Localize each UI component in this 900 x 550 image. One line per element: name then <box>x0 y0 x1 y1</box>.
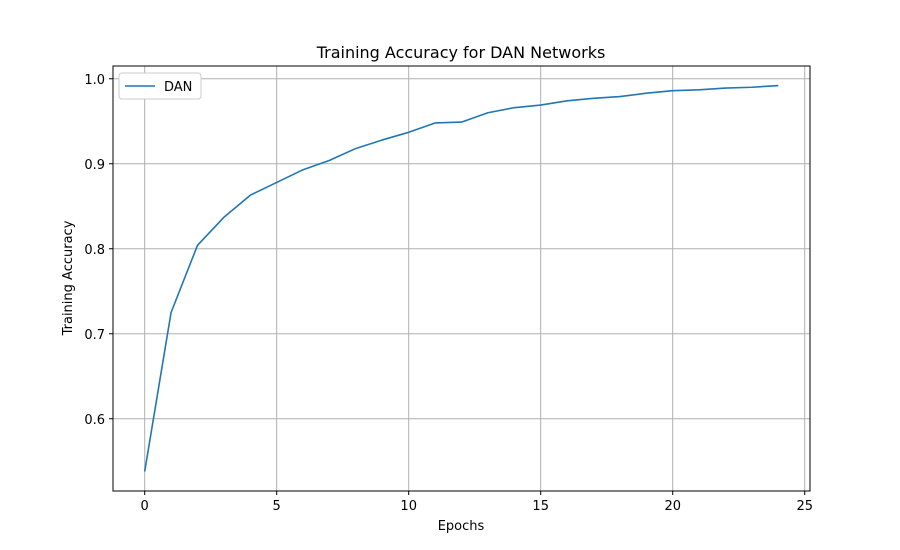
series-line-dan <box>143 84 779 472</box>
x-axis-ticks: 0 5 10 15 20 25 <box>141 491 813 514</box>
chart-title: Training Accuracy for DAN Networks <box>316 43 606 62</box>
series-layer <box>143 84 779 472</box>
x-tick-label: 15 <box>532 499 549 514</box>
x-axis-label: Epochs <box>438 519 485 534</box>
x-tick-label: 0 <box>141 499 149 514</box>
x-tick-label: 10 <box>400 499 417 514</box>
x-tick-label: 20 <box>664 499 681 514</box>
y-axis-label: Training Accuracy <box>61 220 76 336</box>
legend-label: DAN <box>164 80 192 95</box>
x-tick-label: 5 <box>273 499 281 514</box>
y-axis-ticks: 0.6 0.7 0.8 0.9 1.0 <box>84 73 113 428</box>
legend-box <box>118 72 202 100</box>
axes-frame <box>112 65 811 492</box>
y-tick-label: 0.9 <box>84 158 105 173</box>
y-tick-label: 0.7 <box>84 328 105 343</box>
y-tick-label: 1.0 <box>84 73 105 88</box>
y-tick-label: 0.6 <box>84 413 105 428</box>
x-tick-label: 25 <box>796 499 813 514</box>
grid <box>113 66 810 491</box>
y-tick-label: 0.8 <box>84 243 105 258</box>
legend: DAN <box>118 72 202 100</box>
